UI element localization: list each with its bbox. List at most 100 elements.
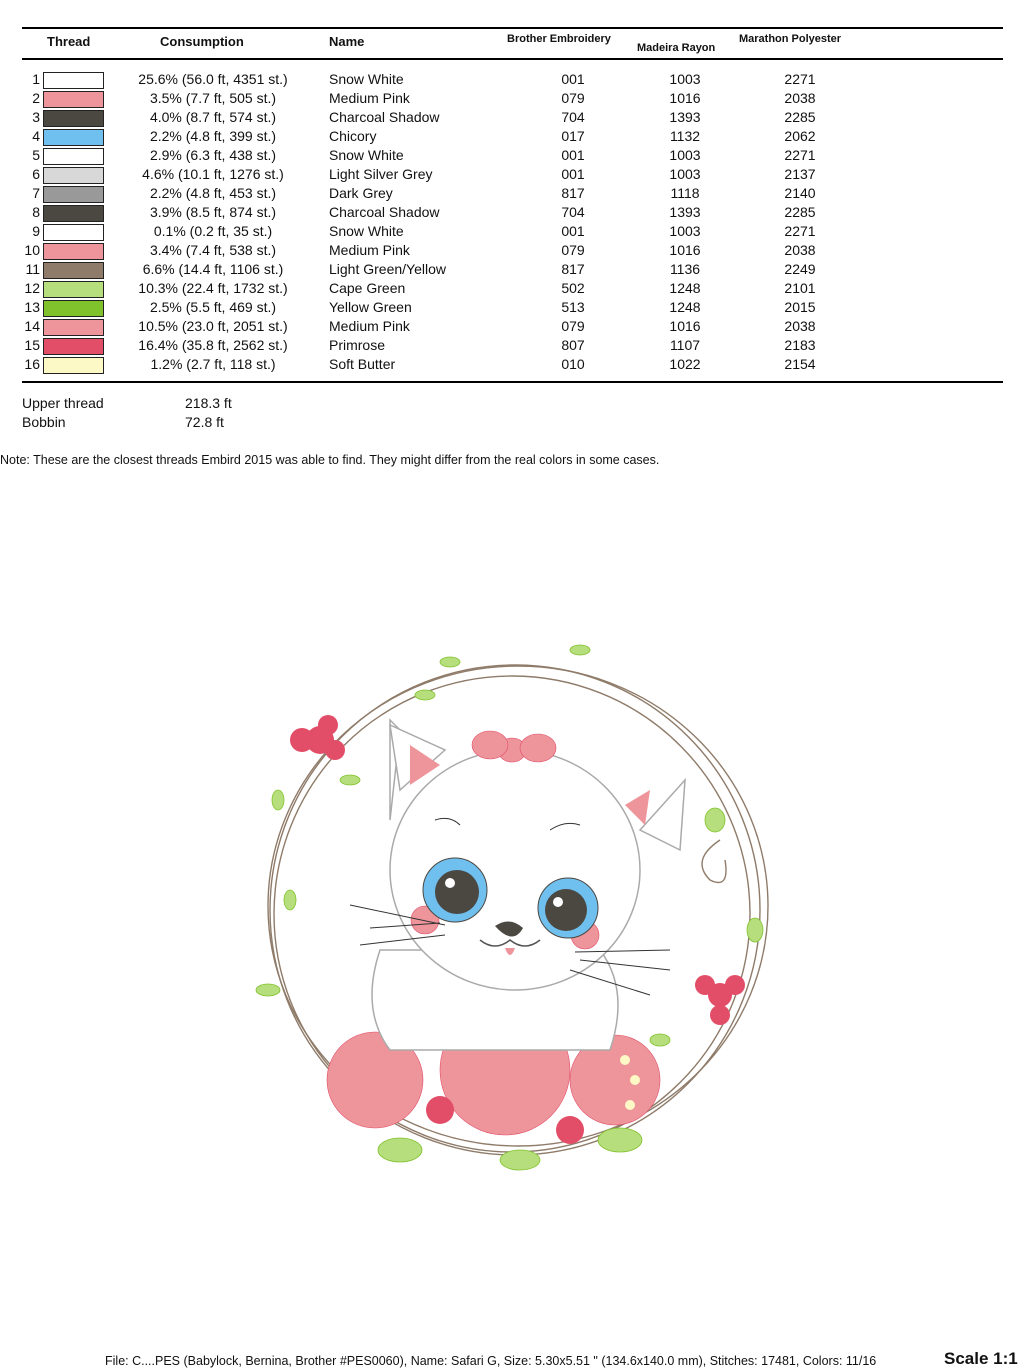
color-swatch — [43, 300, 104, 317]
consumption-cell: 10.5% (23.0 ft, 2051 st.) — [138, 318, 288, 334]
marathon-code: 2038 — [784, 242, 816, 258]
brother-code: 807 — [561, 337, 585, 353]
madeira-code: 1248 — [669, 299, 701, 315]
madeira-code: 1393 — [669, 109, 701, 125]
brother-code: 513 — [561, 299, 585, 315]
embroidery-design-preview — [255, 644, 769, 1171]
consumption-cell: 3.4% (7.4 ft, 538 st.) — [149, 242, 277, 258]
consumption-cell: 1.2% (2.7 ft, 118 st.) — [150, 356, 276, 372]
consumption-cell: 2.5% (5.5 ft, 469 st.) — [149, 299, 277, 315]
name-cell: Dark Grey — [329, 185, 393, 201]
madeira-code: 1003 — [669, 166, 701, 182]
color-swatch — [43, 72, 104, 89]
table-top-rule — [22, 27, 1003, 29]
name-cell: Chicory — [329, 128, 377, 144]
madeira-code: 1118 — [670, 185, 700, 201]
consumption-cell: 3.9% (8.5 ft, 874 st.) — [149, 204, 277, 220]
color-swatch — [43, 186, 104, 203]
table-header-rule — [22, 58, 1003, 60]
header-madeira: Madeira Rayon — [637, 42, 716, 54]
thread-number: 16 — [24, 356, 40, 372]
marathon-code: 2249 — [784, 261, 816, 277]
table-row: 2 3.5% (7.7 ft, 505 st.) Medium Pink 079 101… — [0, 89, 1024, 108]
thread-number: 11 — [25, 261, 40, 277]
table-row: 7 2.2% (4.8 ft, 453 st.) Dark Grey 817 1118 2… — [0, 184, 1024, 203]
thread-number: 14 — [24, 318, 40, 334]
header-brother: Brother Embroidery — [507, 33, 611, 45]
name-cell: Charcoal Shadow — [329, 204, 440, 220]
color-swatch — [43, 262, 104, 279]
madeira-code: 1016 — [669, 242, 701, 258]
thread-number: 10 — [24, 242, 40, 258]
header-marathon: Marathon Polyester — [739, 33, 842, 45]
thread-number: 5 — [32, 147, 40, 163]
marathon-code: 2271 — [784, 147, 816, 163]
consumption-cell: 10.3% (22.4 ft, 1732 st.) — [138, 280, 288, 296]
consumption-cell: 25.6% (56.0 ft, 4351 st.) — [138, 71, 288, 87]
thread-number: 9 — [32, 223, 40, 239]
marathon-code: 2038 — [784, 90, 816, 106]
thread-number: 1 — [32, 71, 40, 87]
madeira-code: 1248 — [669, 280, 701, 296]
brother-code: 079 — [561, 318, 585, 334]
bobbin-label: Bobbin — [22, 414, 66, 430]
brother-code: 017 — [561, 128, 585, 144]
name-cell: Medium Pink — [329, 242, 410, 258]
consumption-cell: 0.1% (0.2 ft, 35 st.) — [153, 223, 273, 239]
thread-number: 15 — [24, 337, 40, 353]
color-swatch — [43, 319, 104, 336]
consumption-cell: 6.6% (14.4 ft, 1106 st.) — [142, 261, 284, 277]
thread-number: 4 — [32, 128, 40, 144]
marathon-code: 2154 — [784, 356, 816, 372]
color-swatch — [43, 91, 104, 108]
madeira-code: 1107 — [669, 337, 701, 353]
table-row: 1 25.6% (56.0 ft, 4351 st.) Snow White 001 1… — [0, 70, 1024, 89]
name-cell: Medium Pink — [329, 90, 410, 106]
name-cell: Soft Butter — [329, 356, 396, 372]
marathon-code: 2101 — [784, 280, 816, 296]
header-consumption: Consumption — [160, 34, 244, 49]
thread-number: 12 — [24, 280, 40, 296]
name-cell: Snow White — [329, 223, 404, 239]
color-swatch — [43, 167, 104, 184]
name-cell: Primrose — [329, 337, 386, 353]
color-swatch — [43, 129, 104, 146]
thread-number: 3 — [32, 109, 40, 125]
name-cell: Snow White — [329, 71, 404, 87]
brother-code: 001 — [561, 147, 585, 163]
table-row: 9 0.1% (0.2 ft, 35 st.) Snow White 001 1003 2… — [0, 222, 1024, 241]
marathon-code: 2183 — [784, 337, 816, 353]
table-row: 10 3.4% (7.4 ft, 538 st.) Medium Pink 079 10… — [0, 241, 1024, 260]
table-row: 16 1.2% (2.7 ft, 118 st.) Soft Butter 010 10… — [0, 355, 1024, 374]
brother-code: 010 — [561, 356, 585, 372]
marathon-code: 2062 — [784, 128, 816, 144]
marathon-code: 2140 — [784, 185, 816, 201]
scale-label: Scale 1:1 — [944, 1349, 1018, 1368]
marathon-code: 2285 — [784, 109, 816, 125]
name-cell: Light Green/Yellow — [329, 261, 447, 277]
table-row: 15 16.4% (35.8 ft, 2562 st.) Primrose 807 11… — [0, 336, 1024, 355]
table-row: 14 10.5% (23.0 ft, 2051 st.) Medium Pink 07… — [0, 317, 1024, 336]
table-bottom-rule — [22, 381, 1003, 383]
brother-code: 001 — [561, 166, 585, 182]
marathon-code: 2271 — [784, 71, 816, 87]
brother-code: 704 — [561, 109, 585, 125]
brother-code: 704 — [561, 204, 585, 220]
name-cell: Snow White — [329, 147, 404, 163]
madeira-code: 1016 — [669, 318, 701, 334]
madeira-code: 1136 — [669, 261, 701, 277]
madeira-code: 1132 — [669, 128, 701, 144]
color-swatch — [43, 243, 104, 260]
madeira-code: 1016 — [669, 90, 701, 106]
table-row: 13 2.5% (5.5 ft, 469 st.) Yellow Green 513 1… — [0, 298, 1024, 317]
marathon-code: 2038 — [784, 318, 816, 334]
brother-code: 079 — [561, 242, 585, 258]
header-thread: Thread — [47, 34, 91, 49]
madeira-code: 1003 — [669, 223, 701, 239]
color-swatch — [43, 338, 104, 355]
table-row: 11 6.6% (14.4 ft, 1106 st.) Light Green/Ye… — [0, 260, 1024, 279]
file-info: File: C....PES (Babylock, Bernina, Broth… — [105, 1354, 877, 1368]
table-row: 8 3.9% (8.5 ft, 874 st.) Charcoal Shadow 70… — [0, 203, 1024, 222]
marathon-code: 2137 — [784, 166, 816, 182]
table-row: 3 4.0% (8.7 ft, 574 st.) Charcoal Shadow 70… — [0, 108, 1024, 127]
